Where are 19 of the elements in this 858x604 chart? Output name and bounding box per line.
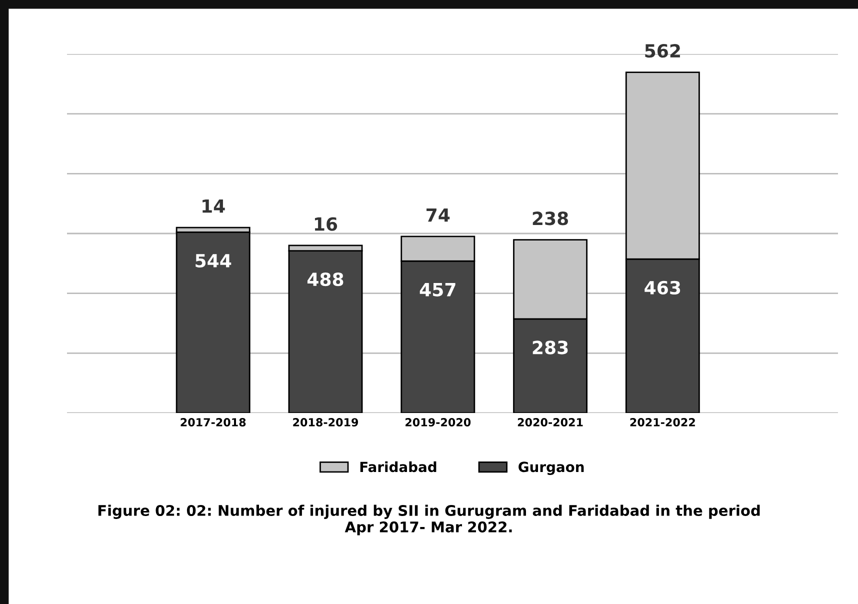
- legend-label: Faridabad: [360, 461, 436, 472]
- data-label: 74: [426, 208, 450, 222]
- x-tick-label: 2021-2022: [630, 418, 695, 426]
- x-tick-label: 2018-2019: [293, 418, 358, 426]
- data-label: 488: [307, 272, 344, 286]
- data-label: 463: [644, 280, 680, 294]
- data-label: 544: [196, 254, 232, 268]
- data-label: 14: [202, 199, 225, 213]
- data-label: 238: [532, 212, 568, 226]
- legend-label: Gurgaon: [518, 462, 584, 475]
- data-label: 562: [645, 44, 680, 58]
- data-label: 457: [420, 283, 456, 296]
- x-tick-label: 2019-2020: [406, 418, 471, 426]
- caption: Figure 02: 02: Number of injured by SII in Gurugram and Faridabad in the period Apr 2017- Mar 2022.: [98, 504, 760, 536]
- bar: [176, 231, 250, 413]
- x-tick-label: 2017-2018: [180, 418, 246, 426]
- x-tick-label: 2020-2021: [518, 418, 583, 426]
- data-label: 283: [532, 340, 568, 354]
- data-label: 16: [314, 217, 338, 231]
